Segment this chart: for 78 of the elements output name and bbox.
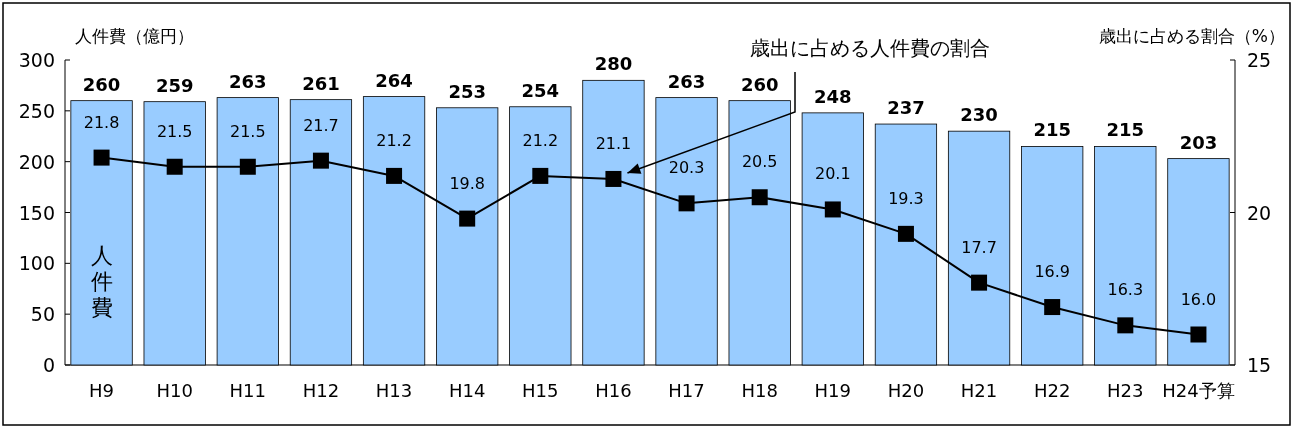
data-label: 16.3 xyxy=(1107,280,1144,300)
data-label: 237 xyxy=(887,97,925,119)
point xyxy=(971,274,988,291)
x-tick-label: H23 xyxy=(1107,380,1144,401)
data-label: 16.0 xyxy=(1180,289,1217,309)
data-label: 263 xyxy=(229,70,267,92)
data-label: 21.2 xyxy=(376,130,412,150)
x-tick-label: H18 xyxy=(741,380,778,401)
data-label: 280 xyxy=(594,53,633,75)
y-tick-label: 250 xyxy=(18,99,55,122)
data-label: 264 xyxy=(375,69,413,91)
point xyxy=(897,225,914,242)
point xyxy=(532,167,549,184)
data-label: 261 xyxy=(302,72,340,94)
data-label: 19.8 xyxy=(449,173,485,193)
data-label: 253 xyxy=(448,80,486,102)
data-label: 21.5 xyxy=(230,121,266,141)
point xyxy=(751,189,768,206)
data-label: 263 xyxy=(667,70,706,92)
y-tick-label: 0 xyxy=(42,354,55,376)
data-label: 21.5 xyxy=(156,121,193,141)
y2-axis-title: 歳出に占める割合（%） xyxy=(1098,26,1285,46)
data-label: 248 xyxy=(814,85,852,107)
point xyxy=(459,210,476,227)
data-label: 20.1 xyxy=(815,164,851,184)
x-tick-label: H21 xyxy=(960,380,998,401)
y2-tick-label: 25 xyxy=(1247,49,1272,71)
data-label: 215 xyxy=(1033,119,1071,141)
data-label: 21.1 xyxy=(595,133,632,153)
point xyxy=(1044,299,1061,316)
point xyxy=(239,158,256,175)
data-label: 20.3 xyxy=(668,158,705,178)
data-label: 20.5 xyxy=(741,152,778,172)
point xyxy=(93,149,110,166)
x-tick-label: H9 xyxy=(89,380,115,401)
data-label: 260 xyxy=(740,73,779,95)
data-label: 16.9 xyxy=(1034,262,1070,282)
x-tick-label: H10 xyxy=(156,380,193,401)
y-axis-title: 人件費（億円） xyxy=(75,26,194,46)
point xyxy=(678,195,695,212)
x-tick-label: H14 xyxy=(448,380,486,401)
y-tick-label: 100 xyxy=(18,252,55,275)
data-label: 260 xyxy=(82,73,121,95)
point xyxy=(1190,326,1207,343)
y2-tick-label: 20 xyxy=(1247,201,1272,224)
point xyxy=(824,201,841,218)
point xyxy=(1117,317,1134,334)
point xyxy=(166,158,183,175)
point xyxy=(605,170,622,187)
series-label: 人件費 xyxy=(90,243,113,321)
x-tick-label: H15 xyxy=(522,380,559,401)
data-label: 203 xyxy=(1179,131,1218,153)
y-tick-label: 150 xyxy=(18,201,55,224)
data-label: 21.2 xyxy=(522,130,559,150)
data-label: 19.3 xyxy=(888,188,924,208)
x-tick-label: H16 xyxy=(595,380,632,401)
text: 歳出に占める人件費の割合 xyxy=(750,36,990,60)
x-tick-label: H24予算 xyxy=(1162,380,1235,401)
point xyxy=(386,167,403,184)
y-tick-label: 50 xyxy=(30,303,55,326)
point xyxy=(312,152,329,169)
x-tick-label: H12 xyxy=(302,380,340,401)
x-tick-label: H17 xyxy=(668,380,705,401)
data-label: 21.7 xyxy=(303,115,339,135)
x-tick-label: H20 xyxy=(887,380,925,401)
data-label: 254 xyxy=(521,79,560,101)
data-label: 17.7 xyxy=(961,237,997,257)
data-label: 21.8 xyxy=(83,112,120,132)
data-label: 259 xyxy=(155,74,194,96)
data-label: 230 xyxy=(960,104,998,126)
y2-tick-label: 15 xyxy=(1247,354,1272,376)
y-tick-label: 200 xyxy=(18,150,55,173)
x-tick-label: H11 xyxy=(229,380,267,401)
x-tick-label: H22 xyxy=(1033,380,1071,401)
x-tick-label: H19 xyxy=(814,380,852,401)
x-tick-label: H13 xyxy=(375,380,413,401)
y-tick-label: 300 xyxy=(18,49,55,71)
data-label: 215 xyxy=(1106,119,1145,141)
